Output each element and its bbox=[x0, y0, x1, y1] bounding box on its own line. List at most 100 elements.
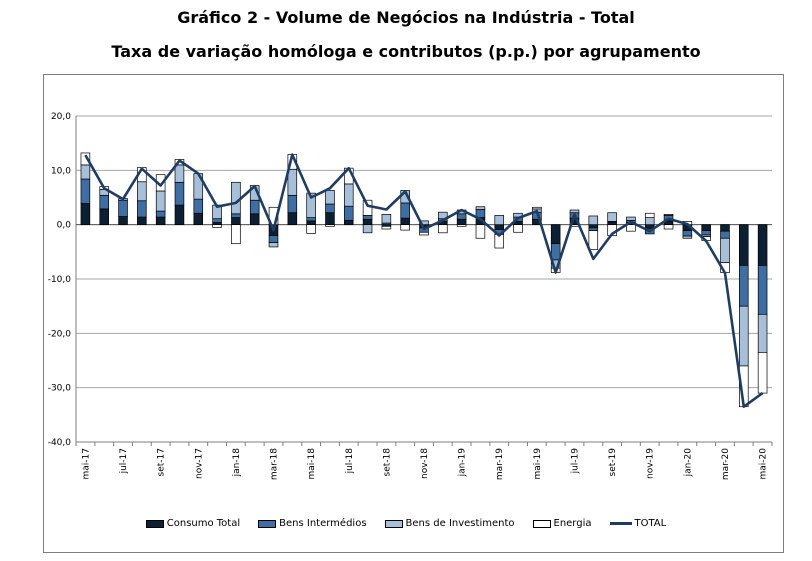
bar-segment-intermedios bbox=[99, 194, 109, 210]
x-tick-label: nov-17 bbox=[194, 448, 204, 479]
bar-segment-energia bbox=[644, 212, 655, 218]
bar-segment-investimento bbox=[306, 192, 316, 218]
legend-swatch-intermedios bbox=[258, 519, 277, 528]
x-tick-label: jan-18 bbox=[232, 448, 242, 478]
x-tick-label: mar-18 bbox=[270, 448, 280, 480]
x-tick-label: set-17 bbox=[157, 448, 167, 476]
bar-segment-energia bbox=[362, 199, 373, 216]
bar-segment-consumo bbox=[720, 224, 730, 232]
y-tick-label: 20,0 bbox=[51, 112, 71, 122]
y-tick-label: -10,0 bbox=[48, 275, 72, 285]
bar-segment-investimento bbox=[343, 183, 354, 207]
x-tick-label: nov-19 bbox=[646, 448, 656, 479]
x-tick-label: set-18 bbox=[382, 448, 392, 477]
bar-segment-investimento bbox=[80, 164, 91, 180]
bar-segment-intermedios bbox=[268, 235, 279, 243]
bar-segment-energia bbox=[532, 206, 542, 210]
bar-segment-investimento bbox=[362, 224, 373, 234]
bar-segment-investimento bbox=[268, 242, 279, 248]
x-tick-label: mai-19 bbox=[533, 448, 543, 480]
legend-item-consumo: Consumo Total bbox=[145, 518, 241, 529]
bar-segment-intermedios bbox=[325, 203, 335, 214]
bar-segment-energia bbox=[626, 224, 636, 232]
x-tick-label: set-19 bbox=[608, 448, 618, 477]
bar-segment-consumo bbox=[231, 217, 241, 226]
bar-segment-intermedios bbox=[343, 205, 354, 221]
bar-segment-energia bbox=[231, 224, 241, 245]
bar-segment-consumo bbox=[80, 203, 91, 226]
bar-segment-energia bbox=[588, 230, 599, 251]
legend-label-consumo: Consumo Total bbox=[166, 518, 241, 529]
y-tick-label: 0,0 bbox=[57, 221, 72, 231]
legend-label-intermedios: Bens Intermédios bbox=[279, 518, 367, 529]
bar-segment-investimento bbox=[174, 164, 185, 183]
bar-segment-investimento bbox=[739, 305, 749, 367]
legend-label-energia: Energia bbox=[553, 518, 592, 529]
x-tick-label: mar-20 bbox=[721, 448, 731, 480]
bar-segment-intermedios bbox=[757, 265, 768, 315]
legend-line-total bbox=[609, 522, 632, 525]
bar-segment-intermedios bbox=[739, 265, 749, 307]
bar-segment-consumo bbox=[174, 204, 185, 226]
bar-segment-energia bbox=[306, 224, 316, 234]
bar-segment-consumo bbox=[306, 220, 316, 226]
bar-segment-energia bbox=[325, 224, 335, 227]
bar-segment-intermedios bbox=[306, 217, 316, 222]
bar-segment-energia bbox=[438, 224, 448, 234]
bar-segment-consumo bbox=[343, 219, 354, 226]
bar-segment-intermedios bbox=[118, 199, 128, 217]
bar-segment-intermedios bbox=[550, 243, 561, 261]
bar-segment-investimento bbox=[569, 209, 580, 214]
bar-segment-investimento bbox=[155, 190, 166, 212]
x-tick-label: mai-17 bbox=[81, 448, 91, 479]
bar-segment-investimento bbox=[325, 190, 335, 205]
bar-segment-consumo bbox=[456, 218, 467, 226]
bar-segment-investimento bbox=[720, 237, 730, 264]
y-tick-label: 10,0 bbox=[51, 166, 71, 176]
legend-item-intermedios: Bens Intermédios bbox=[258, 518, 367, 529]
legend-item-total: TOTAL bbox=[609, 518, 666, 529]
legend-item-energia: Energia bbox=[532, 518, 592, 529]
bar-segment-intermedios bbox=[701, 230, 711, 236]
bar-segment-intermedios bbox=[231, 213, 241, 218]
bar-segment-energia bbox=[400, 224, 410, 231]
bar-segment-energia bbox=[663, 224, 674, 230]
bar-segment-energia bbox=[80, 152, 91, 166]
bar-segment-intermedios bbox=[400, 202, 410, 219]
bar-segment-intermedios bbox=[287, 194, 298, 214]
x-tick-label: mar-19 bbox=[495, 448, 505, 480]
bar-segment-intermedios bbox=[249, 199, 260, 215]
bar-segment-investimento bbox=[644, 217, 655, 226]
x-tick-label: mai-18 bbox=[307, 448, 317, 480]
chart-title: Gráfico 2 - Volume de Negócios na Indúst… bbox=[177, 8, 635, 27]
legend-swatch-investimento bbox=[384, 519, 403, 528]
chart-frame bbox=[43, 74, 784, 553]
bar-segment-intermedios bbox=[456, 213, 467, 220]
bar-segment-consumo bbox=[588, 224, 599, 229]
chart-legend: Consumo Total Bens Intermédios Bens de I… bbox=[0, 518, 812, 529]
bar-segment-energia bbox=[475, 224, 486, 239]
bar-segment-consumo bbox=[362, 218, 373, 226]
bar-segment-intermedios bbox=[174, 181, 185, 206]
bar-segment-energia bbox=[757, 352, 768, 394]
bar-segment-energia bbox=[419, 231, 429, 236]
bar-segment-investimento bbox=[438, 211, 448, 220]
bar-segment-investimento bbox=[626, 216, 636, 221]
y-tick-label: -40,0 bbox=[48, 438, 72, 448]
x-tick-label: jul-18 bbox=[345, 448, 355, 475]
bar-segment-consumo bbox=[287, 212, 298, 226]
bar-segment-investimento bbox=[663, 213, 674, 216]
bar-segment-investimento bbox=[682, 235, 693, 239]
chart-subtitle: Taxa de variação homóloga e contributos … bbox=[111, 42, 701, 61]
bar-segment-investimento bbox=[494, 215, 505, 226]
y-tick-label: -20,0 bbox=[48, 329, 72, 339]
bar-segment-intermedios bbox=[155, 210, 166, 218]
bar-segment-consumo bbox=[137, 216, 147, 226]
bar-segment-consumo bbox=[99, 208, 109, 226]
x-tick-label: jul-17 bbox=[119, 448, 129, 474]
x-tick-label: nov-18 bbox=[420, 448, 430, 479]
bar-segment-consumo bbox=[249, 213, 260, 226]
bar-segment-consumo bbox=[757, 224, 768, 266]
y-tick-label: -30,0 bbox=[48, 384, 72, 394]
